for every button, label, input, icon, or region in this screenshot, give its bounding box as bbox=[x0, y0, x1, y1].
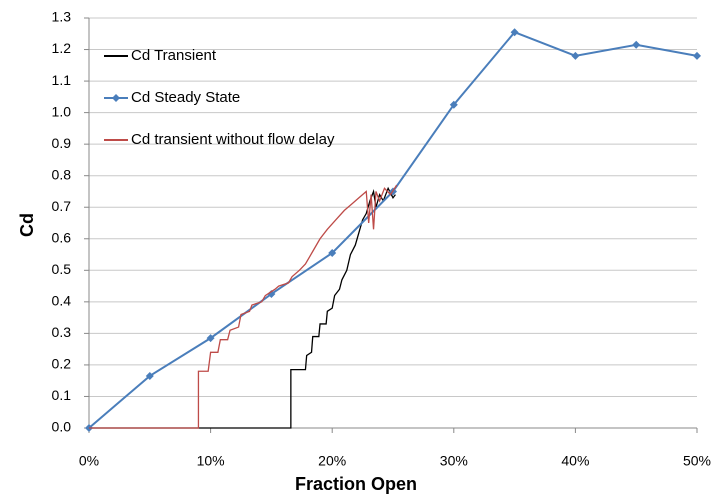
y-tick-label: 1.2 bbox=[52, 40, 72, 56]
x-tick-label: 10% bbox=[197, 453, 225, 469]
y-tick-label: 1.0 bbox=[52, 103, 72, 119]
y-tick-label: 0.2 bbox=[52, 356, 72, 372]
point-marker bbox=[267, 289, 276, 298]
legend-marker bbox=[112, 94, 120, 102]
series-line bbox=[89, 184, 398, 429]
point-marker bbox=[206, 334, 215, 343]
point-marker bbox=[145, 371, 154, 380]
x-tick-label: 50% bbox=[683, 453, 711, 469]
point-marker bbox=[510, 28, 519, 37]
y-tick-label: 0.5 bbox=[52, 261, 72, 277]
y-tick-label: 0.4 bbox=[52, 293, 72, 309]
legend-label: Cd Steady State bbox=[131, 89, 240, 106]
x-tick-label: 30% bbox=[440, 453, 468, 469]
legend-label: Cd Transient bbox=[131, 47, 217, 64]
legend-label: Cd transient without flow delay bbox=[131, 131, 335, 148]
y-tick-label: 0.0 bbox=[52, 419, 72, 435]
y-tick-label: 0.1 bbox=[52, 387, 72, 403]
y-tick-label: 0.9 bbox=[52, 135, 72, 151]
x-tick-label: 20% bbox=[318, 453, 346, 469]
point-marker bbox=[449, 100, 458, 109]
y-tick-label: 0.3 bbox=[52, 324, 72, 340]
x-tick-label: 40% bbox=[561, 453, 589, 469]
series-line bbox=[89, 186, 396, 429]
x-axis-title: Fraction Open bbox=[295, 474, 417, 494]
point-marker bbox=[632, 40, 641, 49]
y-tick-label: 1.1 bbox=[52, 72, 72, 88]
x-tick-label: 0% bbox=[79, 453, 99, 469]
y-axis-title: Cd bbox=[17, 213, 37, 237]
point-marker bbox=[328, 248, 337, 257]
point-marker bbox=[693, 51, 701, 60]
y-tick-label: 1.3 bbox=[52, 9, 72, 25]
y-tick-label: 0.7 bbox=[52, 198, 72, 214]
y-tick-label: 0.6 bbox=[52, 229, 72, 245]
y-tick-label: 0.8 bbox=[52, 166, 72, 182]
point-marker bbox=[571, 51, 580, 60]
